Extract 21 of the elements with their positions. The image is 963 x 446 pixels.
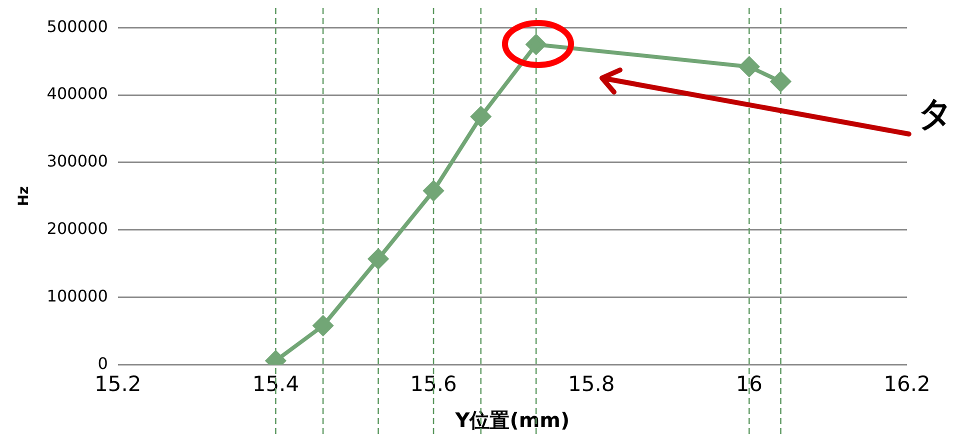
point — [739, 56, 760, 77]
y-tick-label: 300000 — [46, 152, 108, 171]
point — [770, 72, 791, 92]
x-tick-label: 15.2 — [94, 372, 142, 396]
x-tick-label: 16.2 — [884, 372, 930, 396]
point — [368, 248, 388, 269]
x-tick-label: 15.6 — [410, 372, 457, 396]
x-tick-label: 15.4 — [252, 372, 300, 396]
point — [470, 106, 491, 127]
x-tick-label: 16 — [736, 372, 763, 396]
x-tick-label: 15.8 — [568, 372, 615, 396]
text: タ — [918, 94, 953, 134]
y-tick-label: 100000 — [46, 286, 108, 306]
y-tick-label: 400000 — [46, 84, 108, 104]
y-tick-label: 0 — [98, 354, 108, 373]
y-tick-label: 200000 — [46, 219, 108, 238]
point — [313, 316, 334, 336]
x-axis-title: Y位置(mm) — [454, 408, 570, 432]
y-axis-title: Hz — [16, 186, 32, 206]
point — [424, 180, 444, 201]
y-tick-label: 500000 — [46, 16, 108, 36]
